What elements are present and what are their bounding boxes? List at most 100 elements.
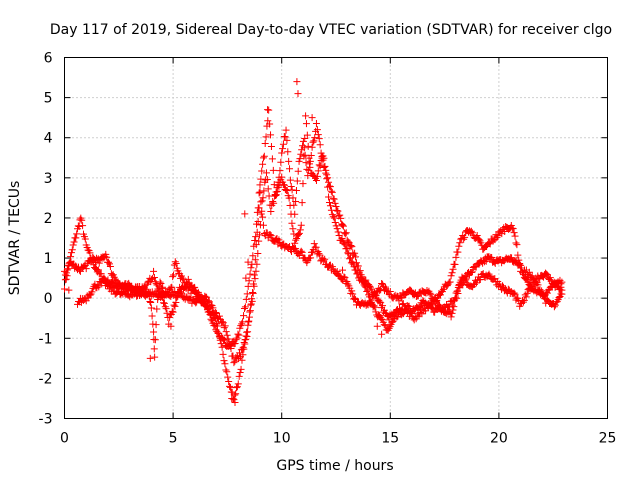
data-point: [479, 259, 487, 267]
data-point: [258, 207, 266, 215]
data-point: [322, 169, 330, 177]
data-point: [147, 304, 155, 312]
data-point: [133, 292, 141, 300]
data-point: [159, 283, 167, 291]
data-point: [354, 270, 362, 278]
data-point: [349, 290, 357, 298]
data-point: [250, 271, 258, 279]
data-point: [231, 398, 239, 406]
data-point: [309, 138, 317, 146]
data-point: [310, 137, 318, 145]
data-point: [233, 383, 241, 391]
plot-frame: [64, 57, 608, 419]
x-tick-label: 0: [60, 431, 69, 447]
data-point: [375, 312, 383, 320]
data-point: [163, 309, 171, 317]
data-point: [288, 186, 296, 194]
data-point: [285, 194, 293, 202]
data-point: [79, 222, 87, 230]
data-point: [461, 277, 469, 285]
data-point: [456, 239, 464, 247]
data-point: [296, 226, 304, 234]
data-point: [352, 266, 360, 274]
data-point: [76, 267, 84, 275]
data-point: [451, 260, 459, 268]
data-point: [386, 287, 394, 295]
data-point: [236, 353, 244, 361]
data-point: [426, 289, 434, 297]
data-point: [239, 318, 247, 326]
data-point: [310, 240, 318, 248]
data-point: [339, 221, 347, 229]
data-point: [501, 227, 509, 235]
data-point: [211, 321, 219, 329]
data-point: [315, 135, 323, 143]
data-point: [376, 298, 384, 306]
data-point: [152, 280, 160, 288]
data-point: [379, 302, 387, 310]
data-point: [452, 253, 460, 261]
data-point: [407, 309, 415, 317]
data-point: [201, 292, 209, 300]
data-point: [162, 305, 170, 313]
data-point: [326, 202, 334, 210]
data-point: [488, 254, 496, 262]
data-point: [86, 249, 94, 257]
data-point: [337, 214, 345, 222]
data-point: [307, 254, 315, 262]
data-point: [406, 309, 414, 317]
chart-title: Day 117 of 2019, Sidereal Day-to-day VTE…: [50, 22, 612, 38]
data-point: [292, 186, 300, 194]
data-point: [226, 383, 234, 391]
data-point: [334, 207, 342, 215]
data-point: [300, 144, 308, 152]
data-point: [243, 333, 251, 341]
data-point: [232, 336, 240, 344]
data-point: [204, 297, 212, 305]
data-point: [468, 229, 476, 237]
data-point: [293, 78, 301, 86]
data-point: [234, 380, 242, 388]
data-point: [249, 289, 257, 297]
data-point: [222, 366, 230, 374]
data-point: [168, 307, 176, 315]
data-point: [252, 267, 260, 275]
data-point: [491, 275, 499, 283]
data-point: [324, 174, 332, 182]
data-point: [531, 279, 539, 287]
data-point: [269, 198, 277, 206]
data-point: [245, 317, 253, 325]
data-point: [240, 312, 248, 320]
data-point: [251, 237, 259, 245]
data-point: [244, 321, 252, 329]
data-point: [218, 318, 226, 326]
data-point: [528, 283, 536, 291]
data-point: [328, 263, 336, 271]
data-point: [280, 181, 288, 189]
data-point: [344, 249, 352, 257]
data-point: [351, 249, 359, 257]
data-point: [286, 176, 294, 184]
data-point: [267, 142, 275, 150]
data-point: [329, 195, 337, 203]
data-point: [215, 329, 223, 337]
data-point: [151, 278, 159, 286]
data-point: [239, 343, 247, 351]
data-point: [454, 248, 462, 256]
data-point: [171, 258, 179, 266]
data-point: [223, 368, 231, 376]
data-point: [241, 303, 249, 311]
data-point: [102, 250, 110, 258]
data-point: [97, 270, 105, 278]
data-point: [344, 280, 352, 288]
data-point: [221, 360, 229, 368]
y-tick-label: 6: [44, 51, 53, 67]
data-point: [345, 250, 353, 258]
data-point: [277, 158, 285, 166]
data-point: [476, 276, 484, 284]
data-point: [519, 298, 527, 306]
data-point: [238, 356, 246, 364]
data-point: [158, 289, 166, 297]
data-point: [348, 243, 356, 251]
data-point: [70, 238, 78, 246]
